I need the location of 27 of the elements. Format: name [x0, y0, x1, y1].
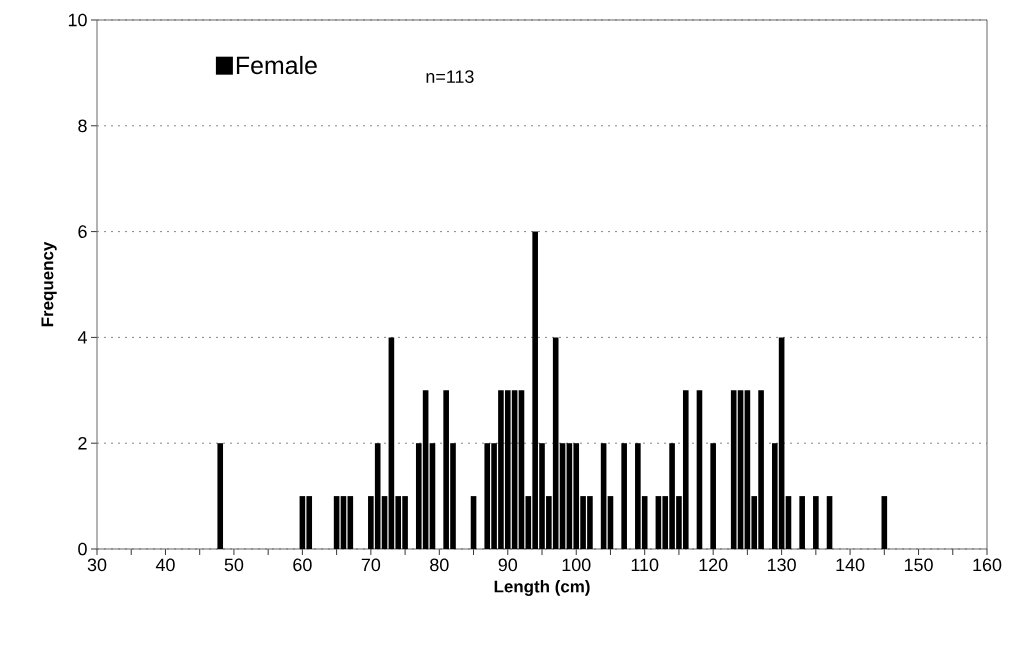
bar: [621, 443, 627, 549]
x-tick-label: 110: [631, 558, 659, 572]
y-tick-label: 10: [68, 13, 87, 27]
x-tick-label: 30: [87, 558, 107, 572]
bar: [217, 443, 224, 549]
y-tick-label: 0: [78, 542, 87, 556]
bar: [799, 496, 805, 549]
x-tick-label: 100: [562, 558, 591, 572]
y-tick-label: 2: [78, 436, 87, 450]
x-tick-label: 140: [836, 558, 865, 572]
x-tick-label: 120: [699, 558, 728, 572]
annotation: n=113: [426, 70, 474, 83]
legend-label: Female: [236, 55, 317, 75]
x-tick-label: 160: [973, 558, 1002, 572]
x-axis-title: Length (cm): [494, 580, 590, 596]
x-tick-label: 130: [768, 558, 796, 572]
x-tick-label: 70: [361, 558, 381, 572]
x-tick-label: 80: [430, 558, 449, 572]
y-tick-label: 4: [77, 331, 87, 344]
x-tick-label: 50: [224, 558, 244, 572]
x-tick-label: 60: [293, 558, 312, 572]
y-tick-label: 6: [78, 225, 87, 238]
y-tick-label: 8: [78, 119, 87, 133]
x-tick-label: 90: [498, 558, 518, 572]
x-tick-label: 40: [155, 558, 175, 572]
x-tick-label: 150: [904, 558, 933, 572]
y-axis-title: Frequency: [41, 241, 57, 327]
